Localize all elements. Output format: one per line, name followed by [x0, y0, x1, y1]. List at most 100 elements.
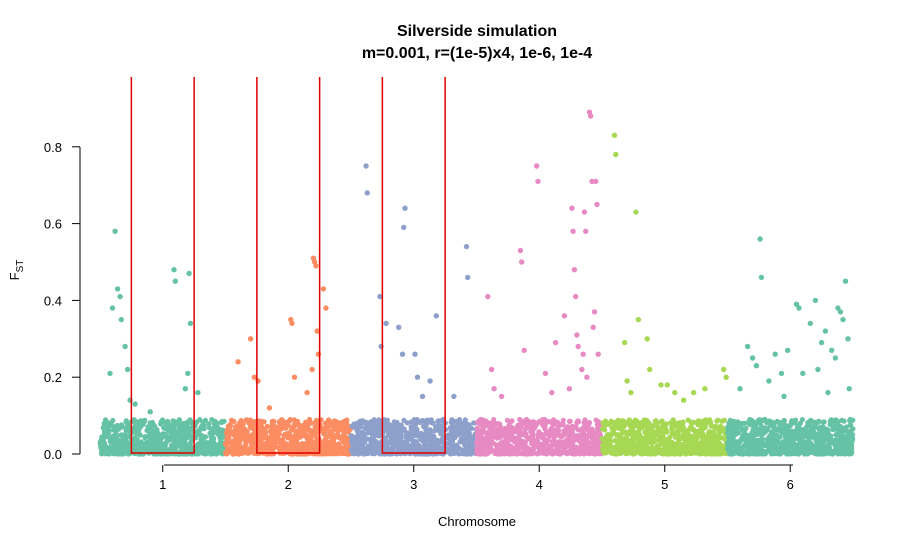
background-point — [791, 445, 797, 451]
data-point-chr4 — [572, 293, 579, 300]
background-point — [534, 451, 540, 457]
background-point — [498, 450, 504, 456]
background-point — [440, 416, 446, 423]
data-point-chr5 — [621, 339, 628, 346]
data-point-chr4 — [561, 313, 568, 319]
background-point — [227, 429, 233, 435]
background-point — [302, 426, 308, 432]
background-point — [566, 433, 573, 439]
background-point — [820, 426, 826, 432]
background-point — [551, 417, 557, 423]
background-point — [320, 450, 327, 456]
data-point-chr6 — [781, 393, 787, 400]
chart-subtitle: m=0.001, r=(1e-5)x4, 1e-6, 1e-4 — [362, 45, 592, 62]
background-point — [137, 451, 144, 457]
data-point-chr1 — [185, 370, 191, 377]
background-point — [419, 418, 425, 424]
background-point — [273, 436, 279, 442]
background-point — [367, 421, 373, 427]
data-point-chr6 — [737, 386, 743, 392]
background-point — [607, 434, 613, 440]
background-point — [815, 419, 821, 425]
data-point-chr3 — [463, 243, 470, 250]
background-point — [719, 435, 725, 441]
background-point — [645, 451, 651, 457]
data-point-chr4 — [590, 324, 596, 330]
data-point-chr5 — [690, 389, 697, 396]
background-point — [804, 423, 810, 429]
background-point — [571, 450, 578, 456]
background-point — [260, 428, 267, 434]
y-tick-label: 0.2 — [44, 370, 62, 385]
background-point — [676, 451, 682, 457]
background-point — [711, 424, 717, 430]
background-point — [414, 426, 420, 432]
background-point — [227, 421, 233, 428]
background-point — [112, 425, 118, 431]
data-point-chr6 — [778, 370, 785, 377]
background-point — [259, 418, 265, 425]
background-point — [362, 439, 368, 446]
y-tick-label: 0.6 — [44, 217, 62, 232]
background-point — [349, 423, 355, 429]
background-point — [408, 426, 414, 432]
background-point — [580, 434, 586, 440]
background-point — [308, 420, 314, 426]
background-point — [756, 417, 762, 423]
background-point — [247, 417, 253, 423]
background-point — [161, 425, 167, 431]
background-point — [827, 422, 833, 428]
background-point — [615, 417, 621, 423]
background-point — [492, 441, 498, 447]
x-tick-label: 5 — [661, 477, 668, 492]
data-point-chr4 — [584, 374, 590, 380]
background-point — [662, 443, 668, 449]
data-point-chr2 — [320, 286, 327, 292]
background-point — [839, 447, 845, 453]
background-point — [144, 440, 150, 446]
background-point — [171, 418, 177, 425]
background-point — [847, 416, 853, 423]
background-point — [561, 428, 568, 434]
background-point — [185, 451, 191, 457]
background-point — [462, 442, 468, 448]
background-point — [284, 445, 290, 451]
background-point — [632, 434, 639, 440]
background-point — [331, 425, 337, 432]
background-point — [727, 431, 734, 437]
background-point — [268, 434, 274, 440]
background-point — [484, 450, 490, 456]
data-point-chr4 — [535, 178, 541, 185]
background-point — [151, 437, 157, 443]
background-point — [134, 428, 140, 434]
background-point — [343, 438, 350, 444]
background-point — [689, 445, 695, 452]
background-point — [586, 440, 592, 446]
background-point — [813, 432, 819, 438]
background-point — [714, 418, 720, 424]
background-point — [111, 435, 117, 441]
background-point — [771, 436, 777, 442]
background-point — [630, 425, 636, 431]
background-point — [581, 420, 587, 426]
background-point — [593, 442, 599, 448]
background-point — [175, 429, 181, 435]
background-point — [560, 444, 566, 451]
background-point — [747, 422, 753, 428]
background-point — [707, 438, 713, 444]
x-tick-label: 6 — [787, 477, 794, 492]
background-point — [476, 450, 482, 456]
background-point — [612, 438, 618, 444]
data-point-chr6 — [846, 386, 852, 392]
background-point — [741, 428, 747, 434]
background-point — [801, 440, 807, 446]
background-point — [126, 433, 132, 439]
background-point — [345, 443, 351, 449]
data-point-chr6 — [818, 339, 825, 346]
background-point — [186, 420, 192, 426]
background-point — [742, 420, 748, 426]
data-point-chr4 — [583, 228, 589, 234]
data-point-chr1 — [195, 389, 201, 396]
background-point — [463, 427, 469, 433]
background-point — [542, 417, 548, 424]
